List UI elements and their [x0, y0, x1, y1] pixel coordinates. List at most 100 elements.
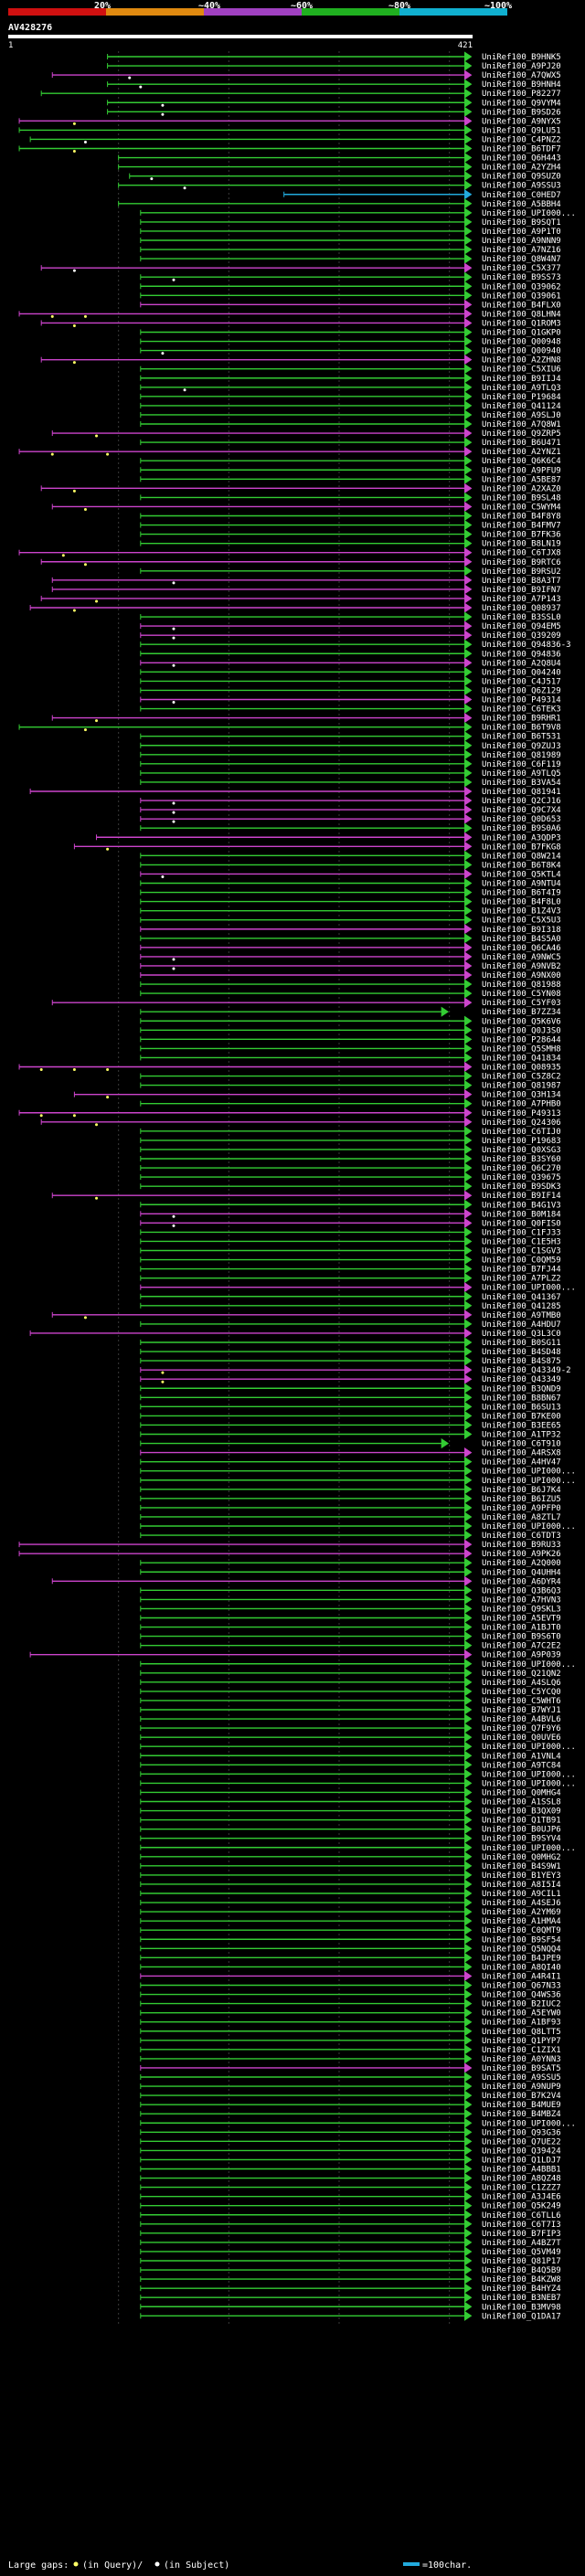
hit-row[interactable]: UniRef100_C0HED7: [283, 189, 561, 200]
hit-label[interactable]: UniRef100_B4S9W1: [482, 1862, 561, 1871]
hit-row[interactable]: UniRef100_B9SD26: [107, 106, 561, 117]
hit-row[interactable]: UniRef100_Q8LTT5: [140, 2026, 561, 2037]
hit-row[interactable]: UniRef100_B0UJP6: [140, 1824, 561, 1835]
hit-label[interactable]: UniRef100_B6U471: [482, 439, 561, 448]
hit-label[interactable]: UniRef100_A4HDU7: [482, 1320, 561, 1330]
hit-label[interactable]: UniRef100_C4PNZ2: [482, 135, 561, 144]
hit-label[interactable]: UniRef100_C6TIJ0: [482, 1128, 561, 1137]
hit-row[interactable]: UniRef100_A1SSL8: [140, 1796, 561, 1807]
hit-label[interactable]: UniRef100_Q7UE22: [482, 2137, 561, 2147]
hit-row[interactable]: UniRef100_UPI000...: [140, 1768, 576, 1779]
hit-row[interactable]: UniRef100_UPI000...: [140, 1777, 576, 1788]
hit-row[interactable]: UniRef100_Q5NQQ4: [140, 1943, 561, 1954]
hit-row[interactable]: UniRef100_A4RSX8: [140, 1447, 561, 1458]
hit-row[interactable]: UniRef100_Q3B6Q3: [140, 1585, 561, 1595]
hit-row[interactable]: UniRef100_Q0D653: [140, 813, 561, 824]
hit-row[interactable]: UniRef100_B6TDF7: [18, 143, 561, 154]
hit-label[interactable]: UniRef100_B4MUE9: [482, 2101, 561, 2110]
hit-row[interactable]: UniRef100_B3MV98: [140, 2301, 561, 2312]
hit-row[interactable]: UniRef100_C6TDT3: [140, 1530, 561, 1541]
hit-label[interactable]: UniRef100_A7PLZ2: [482, 1275, 561, 1284]
hit-label[interactable]: UniRef100_C5YF03: [482, 999, 561, 1008]
hit-label[interactable]: UniRef100_Q6Z129: [482, 686, 561, 695]
hit-row[interactable]: UniRef100_C5Z8C2: [140, 1070, 561, 1082]
hit-label[interactable]: UniRef100_Q08935: [482, 1064, 561, 1073]
hit-row[interactable]: UniRef100_A1HMA4: [140, 1915, 561, 1926]
hit-label[interactable]: UniRef100_C1ZIX1: [482, 2046, 561, 2055]
hit-label[interactable]: UniRef100_A2ZHN8: [482, 356, 561, 366]
hit-label[interactable]: UniRef100_C5WHT6: [482, 1697, 561, 1706]
hit-label[interactable]: UniRef100_Q8W214: [482, 852, 561, 861]
hit-row[interactable]: UniRef100_Q39209: [140, 630, 561, 641]
hit-row[interactable]: UniRef100_UPI000...: [140, 1466, 576, 1477]
hit-label[interactable]: UniRef100_Q0MHG2: [482, 1853, 561, 1862]
hit-row[interactable]: UniRef100_B4S9W1: [140, 1860, 561, 1871]
hit-row[interactable]: UniRef100_C1FJ33: [140, 1226, 561, 1237]
hit-row[interactable]: UniRef100_A2XAZ0: [40, 482, 561, 493]
hit-row[interactable]: UniRef100_Q41124: [140, 400, 561, 411]
hit-label[interactable]: UniRef100_A2XAZ0: [482, 484, 561, 493]
hit-row[interactable]: UniRef100_Q9C7X4: [140, 804, 561, 815]
hit-label[interactable]: UniRef100_Q4WS36: [482, 1991, 561, 2000]
hit-label[interactable]: UniRef100_A9TC84: [482, 1761, 561, 1770]
hit-row[interactable]: UniRef100_B9SAT5: [140, 2062, 561, 2073]
hit-row[interactable]: UniRef100_A9NTU4: [140, 877, 561, 889]
hit-row[interactable]: UniRef100_Q6C270: [140, 1162, 561, 1173]
hit-label[interactable]: UniRef100_B0SG11: [482, 1339, 561, 1348]
hit-label[interactable]: UniRef100_C5Z8C2: [482, 1073, 561, 1082]
hit-row[interactable]: UniRef100_A2ZHN8: [40, 355, 561, 366]
hit-row[interactable]: UniRef100_B4Q5B9: [140, 2264, 561, 2275]
hit-row[interactable]: UniRef100_C5X377: [40, 262, 561, 273]
hit-label[interactable]: UniRef100_B1Z4V3: [482, 907, 561, 917]
hit-label[interactable]: UniRef100_Q9C7X4: [482, 806, 561, 815]
hit-row[interactable]: UniRef100_B4JPE9: [140, 1952, 561, 1963]
hit-row[interactable]: UniRef100_Q0UVE6: [140, 1732, 561, 1743]
hit-row[interactable]: UniRef100_B4MBZ4: [140, 2108, 561, 2119]
hit-row[interactable]: UniRef100_A1VNL4: [140, 1750, 561, 1761]
hit-row[interactable]: UniRef100_A7QWX5: [51, 69, 561, 80]
hit-label[interactable]: UniRef100_B6T531: [482, 733, 561, 742]
hit-row[interactable]: UniRef100_Q39062: [140, 281, 561, 292]
hit-label[interactable]: UniRef100_Q9LU51: [482, 126, 561, 135]
hit-row[interactable]: UniRef100_B9SS73: [140, 271, 561, 282]
hit-label[interactable]: UniRef100_A9TLQ3: [482, 384, 561, 393]
hit-label[interactable]: UniRef100_A8QZ48: [482, 2175, 561, 2184]
hit-row[interactable]: UniRef100_Q8W4N7: [140, 253, 561, 264]
hit-label[interactable]: UniRef100_Q8LTT5: [482, 2028, 561, 2037]
hit-label[interactable]: UniRef100_Q1TB91: [482, 1817, 561, 1826]
hit-row[interactable]: UniRef100_Q5SMH8: [140, 1043, 561, 1054]
hit-row[interactable]: UniRef100_B9HNH4: [107, 79, 561, 90]
hit-label[interactable]: UniRef100_C4J517: [482, 677, 561, 686]
hit-label[interactable]: UniRef100_UPI000...: [482, 1477, 576, 1486]
hit-row[interactable]: UniRef100_A4BZ7T: [140, 2237, 561, 2248]
hit-row[interactable]: UniRef100_Q9VYM4: [107, 97, 561, 108]
hit-label[interactable]: UniRef100_Q93G36: [482, 2128, 561, 2137]
hit-label[interactable]: UniRef100_B4FMV7: [482, 522, 561, 531]
hit-label[interactable]: UniRef100_B7FKG8: [482, 843, 561, 852]
hit-row[interactable]: UniRef100_UPI000...: [140, 1842, 576, 1853]
hit-row[interactable]: UniRef100_B9I318: [140, 924, 561, 935]
hit-label[interactable]: UniRef100_B6J7K4: [482, 1486, 561, 1495]
hit-label[interactable]: UniRef100_UPI000...: [482, 1660, 576, 1670]
hit-label[interactable]: UniRef100_B3QX09: [482, 1807, 561, 1817]
hit-label[interactable]: UniRef100_B9SS73: [482, 273, 561, 282]
hit-label[interactable]: UniRef100_B4MBZ4: [482, 2110, 561, 2119]
hit-row[interactable]: UniRef100_A3J4E6: [140, 2191, 561, 2202]
hit-label[interactable]: UniRef100_B3SY60: [482, 1155, 561, 1164]
hit-row[interactable]: UniRef100_P49313: [18, 1108, 561, 1118]
hit-label[interactable]: UniRef100_A9CIL1: [482, 1890, 561, 1899]
hit-row[interactable]: UniRef100_B1YEY3: [140, 1870, 561, 1881]
hit-row[interactable]: UniRef100_Q1ROM3: [40, 317, 561, 328]
hit-row[interactable]: UniRef100_Q81989: [140, 749, 561, 760]
hit-row[interactable]: UniRef100_Q9ZRP5: [51, 428, 561, 439]
hit-row[interactable]: UniRef100_Q08935: [18, 1061, 561, 1073]
hit-row[interactable]: UniRef100_C1ZZZ7: [140, 2182, 561, 2193]
hit-row[interactable]: UniRef100_C6TJX8: [18, 547, 561, 558]
hit-row[interactable]: UniRef100_A4SEJ6: [140, 1897, 561, 1908]
hit-label[interactable]: UniRef100_C1SGV3: [482, 1247, 561, 1256]
hit-label[interactable]: UniRef100_A7NZ16: [482, 246, 561, 255]
hit-row[interactable]: UniRef100_A2YZH4: [118, 162, 561, 173]
hit-row[interactable]: UniRef100_B7WYJ1: [140, 1704, 561, 1715]
hit-row[interactable]: UniRef100_Q0XSG3: [140, 1144, 561, 1155]
hit-label[interactable]: UniRef100_A1TP32: [482, 1431, 561, 1440]
